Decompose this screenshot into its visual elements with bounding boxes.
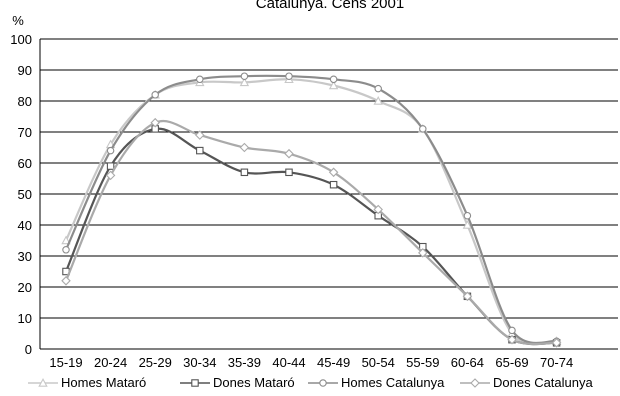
grid-lines xyxy=(39,38,618,350)
data-point xyxy=(328,80,339,90)
data-point xyxy=(284,148,294,159)
legend-item: Homes Catalunya xyxy=(308,375,445,390)
x-tick-label: 60-64 xyxy=(451,355,484,370)
data-point xyxy=(196,75,204,84)
data-point xyxy=(106,162,115,170)
data-point xyxy=(463,211,472,220)
y-tick-label: 40 xyxy=(18,218,32,233)
series-2 xyxy=(62,72,561,345)
data-point xyxy=(150,117,160,128)
y-tick-label: 60 xyxy=(18,156,32,171)
x-tick-label: 50-54 xyxy=(362,355,395,370)
legend-label: Homes Catalunya xyxy=(341,375,445,390)
y-tick-label: 90 xyxy=(18,63,32,78)
data-point xyxy=(106,146,115,155)
x-axis-ticks: 15-19 20-24 25-29 30-34 35-39 40-44 45-49 50-54… xyxy=(49,355,573,370)
legend-label: Homes Mataró xyxy=(61,375,146,390)
data-point xyxy=(195,130,205,140)
y-axis-ticks: 0 10 20 30 40 50 60 70 80 90 100 xyxy=(10,32,32,357)
y-tick-label: 70 xyxy=(18,125,32,140)
y-tick-label: 20 xyxy=(18,280,32,295)
data-point xyxy=(373,204,383,215)
y-tick-label: 0 xyxy=(25,342,32,357)
data-point xyxy=(374,84,382,93)
legend-item: Dones Mataró xyxy=(180,375,295,390)
y-tick-label: 100 xyxy=(10,32,32,47)
data-point xyxy=(329,180,338,189)
x-tick-label: 70-74 xyxy=(540,355,573,370)
data-point xyxy=(240,168,249,177)
data-point xyxy=(196,146,204,155)
data-point xyxy=(508,326,516,335)
x-tick-label: 65-69 xyxy=(495,355,528,370)
legend-marker xyxy=(319,379,327,387)
legend: Homes Mataró Dones Mataró Homes Catalunya D… xyxy=(28,375,593,390)
x-tick-label: 25-29 xyxy=(139,355,172,370)
x-tick-label: 15-19 xyxy=(49,355,82,370)
series-line xyxy=(65,78,557,346)
data-point xyxy=(285,168,293,177)
x-tick-label: 45-49 xyxy=(317,355,350,370)
data-point xyxy=(551,338,562,348)
data-point xyxy=(462,291,473,302)
series-group xyxy=(61,72,562,348)
data-point xyxy=(285,72,293,80)
x-tick-label: 20-24 xyxy=(94,355,127,370)
y-tick-label: 80 xyxy=(18,94,32,109)
legend-marker xyxy=(191,379,199,387)
data-point xyxy=(239,142,250,153)
series-3 xyxy=(61,117,562,348)
data-point xyxy=(61,276,71,286)
data-point xyxy=(418,248,428,258)
series-1 xyxy=(62,125,561,347)
data-point xyxy=(419,125,427,133)
legend-item: Dones Catalunya xyxy=(460,375,593,390)
data-point xyxy=(328,167,339,178)
data-point xyxy=(240,72,249,80)
x-tick-label: 30-34 xyxy=(183,355,216,370)
series-line xyxy=(64,74,557,345)
x-tick-label: 40-44 xyxy=(272,355,305,370)
y-tick-label: 10 xyxy=(18,311,32,326)
y-tick-label: 50 xyxy=(18,187,32,202)
chart-title: Catalunya. Cens 2001 xyxy=(256,0,404,12)
data-point xyxy=(462,220,473,229)
data-point xyxy=(329,75,338,84)
y-axis-unit: % xyxy=(12,13,24,28)
y-tick-label: 30 xyxy=(18,249,32,264)
legend-marker xyxy=(38,378,48,387)
data-point xyxy=(61,235,71,245)
data-point xyxy=(62,246,70,254)
data-point xyxy=(239,77,250,87)
data-point xyxy=(151,91,159,99)
x-tick-label: 55-59 xyxy=(406,355,439,370)
data-point xyxy=(105,170,116,181)
legend-marker xyxy=(470,378,480,388)
x-tick-label: 35-39 xyxy=(228,355,261,370)
legend-label: Dones Catalunya xyxy=(493,375,593,390)
data-point xyxy=(373,96,383,105)
data-point xyxy=(507,334,517,345)
series-line xyxy=(64,120,557,346)
series-0 xyxy=(61,74,562,346)
legend-item: Homes Mataró xyxy=(28,375,146,390)
legend-label: Dones Mataró xyxy=(213,375,295,390)
